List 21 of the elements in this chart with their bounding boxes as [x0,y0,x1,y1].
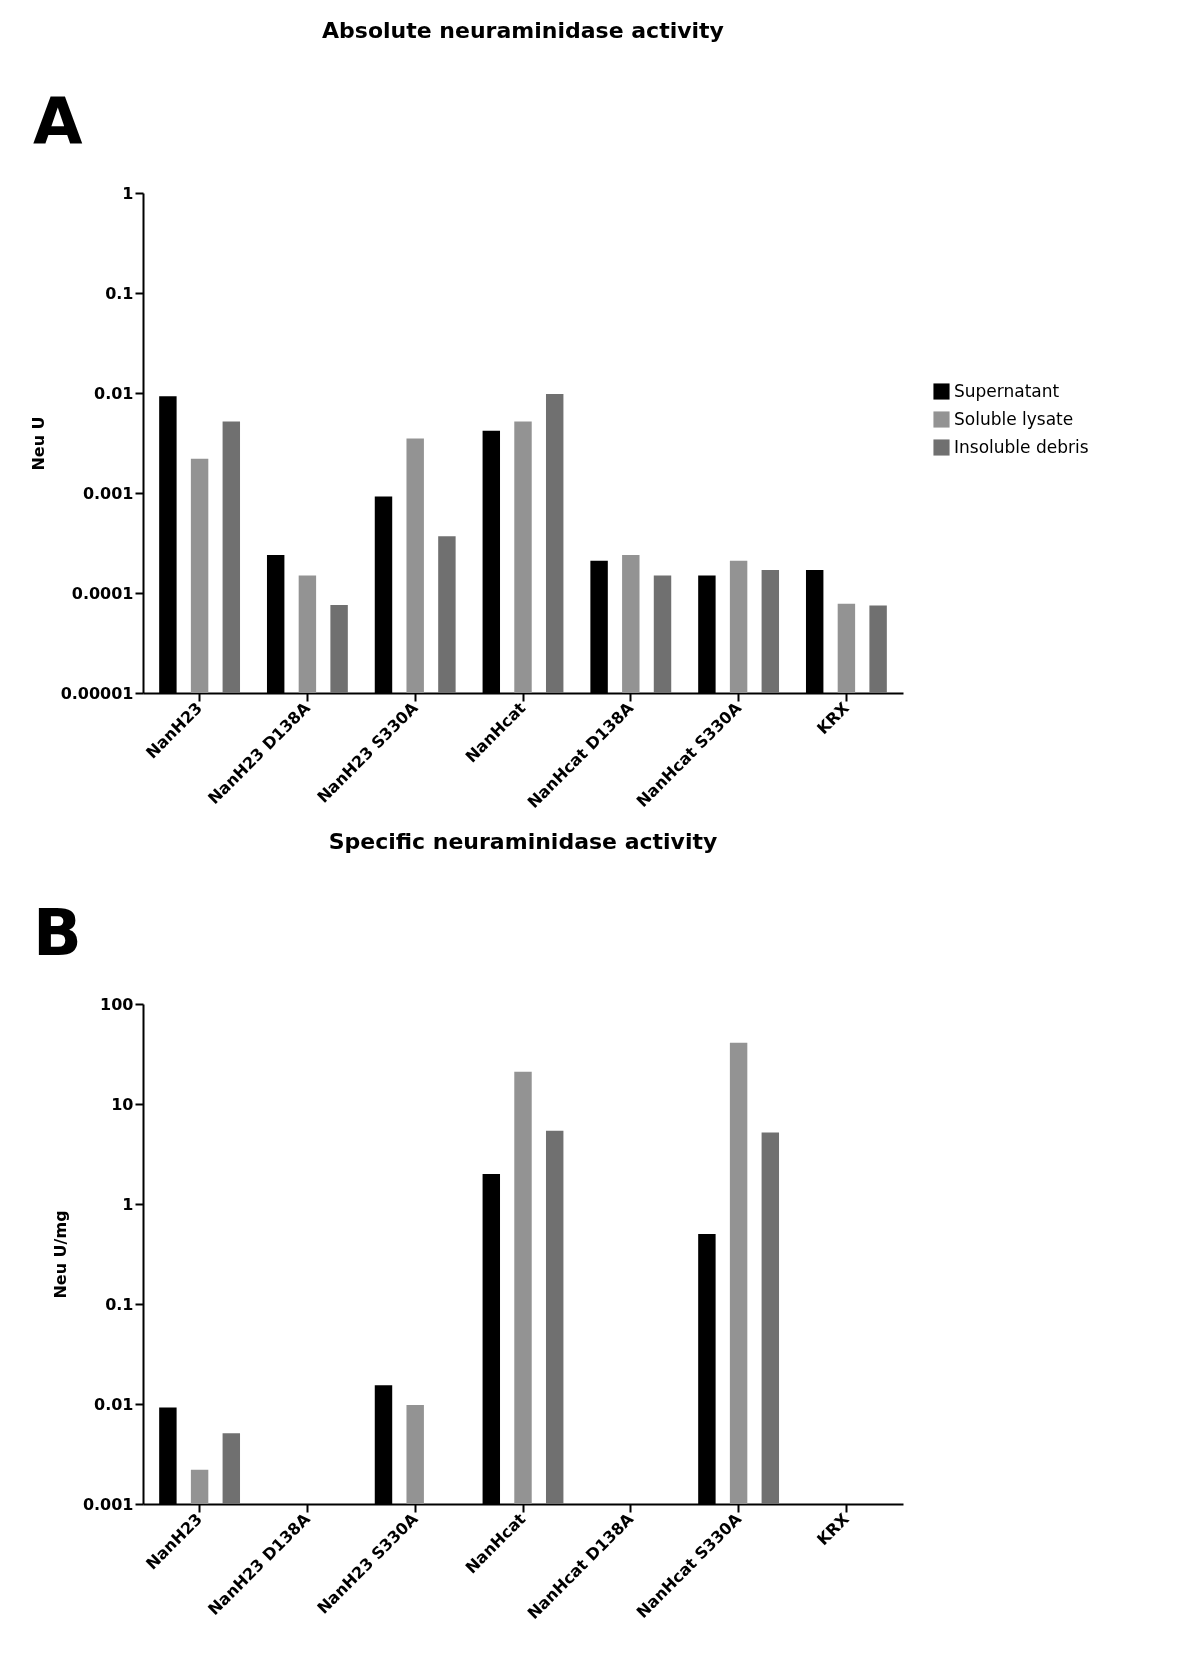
legend-label: Soluble lysate [954,408,1074,429]
y-tick-label: 0.1 [105,283,134,303]
y-tick-label: 10 [111,1094,134,1114]
legend-label: Insoluble debris [954,436,1089,457]
y-tick-label: 0.1 [105,1294,134,1314]
y-tick-label: 0.01 [94,383,134,403]
chart-title: Absolute neuraminidase activity [322,18,724,43]
y-tick-label: 0.00001 [60,683,134,703]
y-axis-title: Neu U [28,416,48,471]
legend-label: Supernatant [954,380,1060,401]
y-tick-label: 0.001 [82,1494,134,1514]
y-axis-title: Neu U/mg [50,1210,70,1299]
y-tick-label: 0.001 [82,483,134,503]
y-tick-label: 0.01 [94,1394,134,1414]
text: B [33,896,82,970]
text: A [33,85,83,159]
y-tick-label: 1 [122,183,134,203]
chart-title: Specific neuraminidase activity [328,829,718,854]
y-tick-label: 0.0001 [71,583,134,603]
y-tick-label: 1 [122,1194,134,1214]
y-tick-label: 100 [100,994,134,1014]
